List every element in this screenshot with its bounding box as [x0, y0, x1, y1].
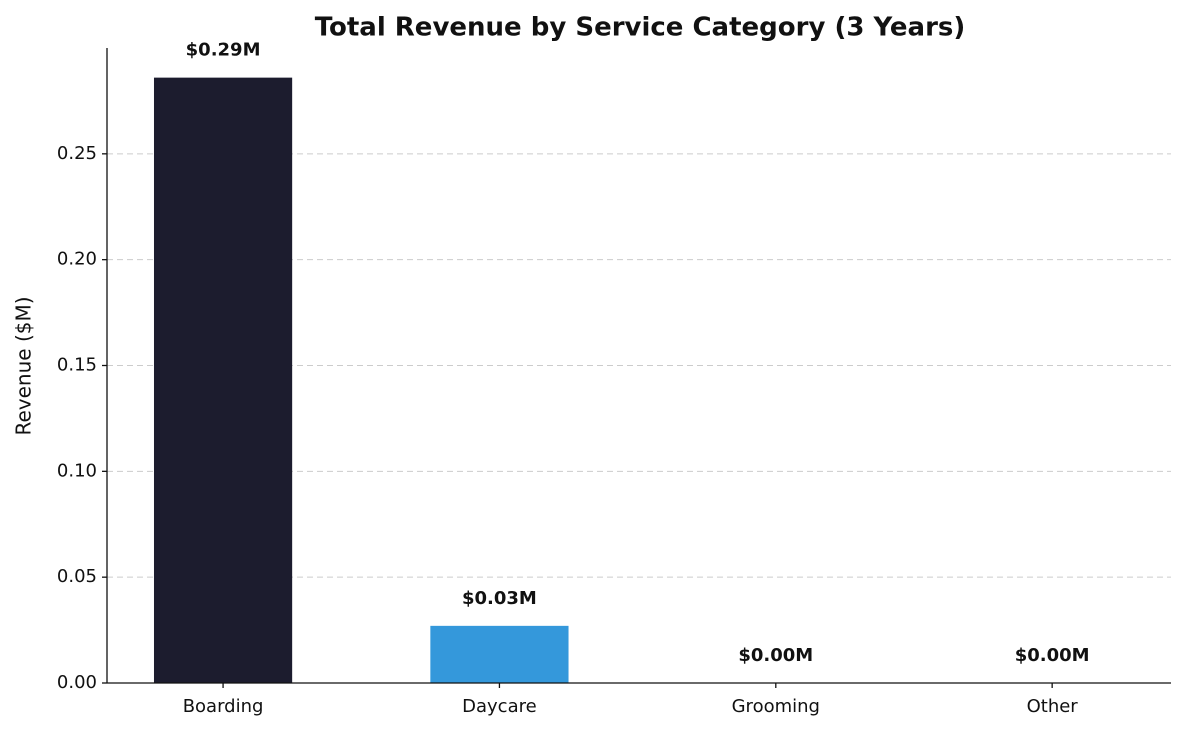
x-tick-label: Boarding [183, 696, 264, 717]
value-label: $0.00M [1015, 645, 1090, 666]
y-tick-label: 0.10 [57, 460, 97, 481]
y-axis-label: Revenue ($M) [12, 296, 36, 435]
y-tick-label: 0.15 [57, 355, 97, 376]
y-tick-label: 0.25 [57, 143, 97, 164]
y-tick-label: 0.00 [57, 672, 97, 693]
x-tick-label: Grooming [732, 696, 820, 717]
y-tick-label: 0.20 [57, 249, 97, 270]
x-tick-label: Other [1027, 696, 1079, 717]
value-label: $0.03M [462, 588, 537, 609]
y-tick-label: 0.05 [57, 566, 97, 587]
chart-title: Total Revenue by Service Category (3 Yea… [315, 13, 966, 43]
x-tick-label: Daycare [462, 696, 537, 717]
bar [153, 77, 293, 684]
value-label: $0.00M [738, 645, 813, 666]
bar [430, 625, 569, 683]
value-label: $0.29M [186, 40, 261, 61]
